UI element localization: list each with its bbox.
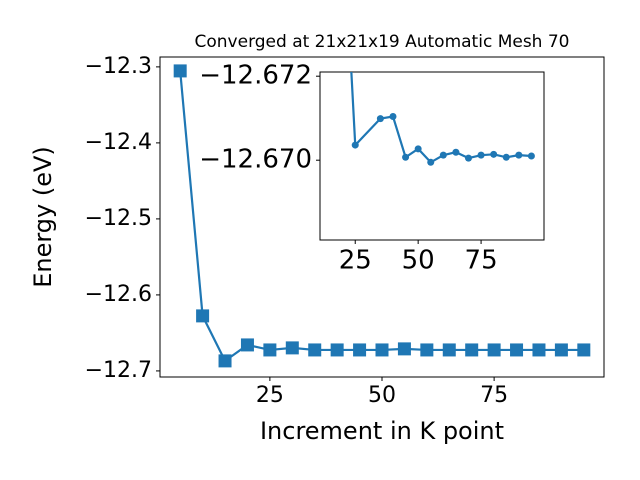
- marker: [414, 145, 422, 153]
- y-tick-label: −12.7: [85, 358, 152, 383]
- marker: [427, 158, 435, 166]
- marker: [515, 151, 523, 159]
- x-tick-label: 25: [256, 383, 284, 408]
- marker: [263, 343, 277, 357]
- y-tick-label: −12.4: [85, 130, 152, 155]
- y-tick-label: −12.670: [199, 145, 312, 175]
- chart-title: Converged at 21x21x19 Automatic Mesh 70: [195, 32, 570, 52]
- marker: [402, 153, 410, 161]
- marker: [285, 341, 299, 355]
- marker: [351, 141, 359, 149]
- marker: [510, 343, 524, 357]
- marker: [532, 343, 546, 357]
- plot-clip: [350, 72, 535, 166]
- marker: [477, 151, 485, 159]
- marker: [490, 150, 498, 158]
- y-axis-label: Energy (eV): [29, 146, 57, 288]
- marker: [465, 343, 479, 357]
- marker: [376, 115, 384, 123]
- y-tick-label: −12.6: [85, 282, 152, 307]
- marker: [464, 154, 472, 162]
- x-tick-label: 50: [402, 246, 435, 276]
- marker: [375, 343, 389, 357]
- marker: [554, 343, 568, 357]
- y-tick-label: −12.672: [199, 61, 312, 91]
- marker: [397, 342, 411, 356]
- marker: [487, 343, 501, 357]
- marker: [389, 113, 397, 121]
- marker: [452, 148, 460, 156]
- marker: [308, 343, 322, 357]
- x-tick-label: 75: [480, 383, 508, 408]
- x-tick-label: 25: [339, 246, 372, 276]
- marker: [439, 151, 447, 159]
- y-tick-label: −12.3: [85, 54, 152, 79]
- plot-clip: [173, 64, 591, 368]
- marker: [353, 343, 367, 357]
- marker: [442, 343, 456, 357]
- x-tick-label: 75: [465, 246, 498, 276]
- x-tick-label: 50: [368, 383, 396, 408]
- marker: [196, 309, 210, 323]
- marker: [527, 152, 535, 160]
- marker: [173, 64, 187, 78]
- marker: [502, 153, 510, 161]
- marker: [420, 343, 434, 357]
- marker: [577, 343, 591, 357]
- marker: [330, 343, 344, 357]
- x-axis-label: Increment in K point: [260, 417, 504, 445]
- marker: [218, 354, 232, 368]
- y-tick-label: −12.5: [85, 206, 152, 231]
- marker: [240, 338, 254, 352]
